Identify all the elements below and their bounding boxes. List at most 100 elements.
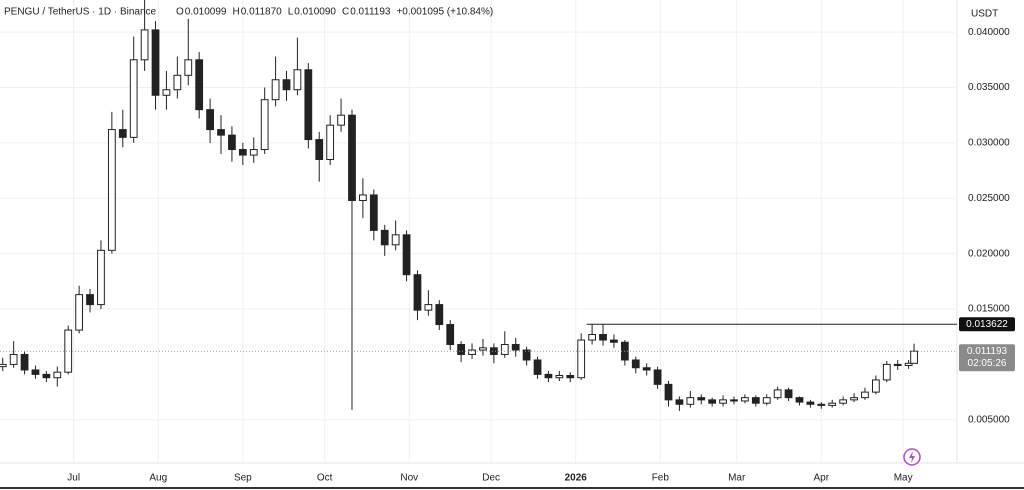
ohlc-value: 0.011870 bbox=[241, 7, 282, 18]
candle-body bbox=[173, 74, 182, 91]
candle-body bbox=[282, 79, 291, 91]
candle-body bbox=[195, 59, 204, 111]
candle-body bbox=[446, 324, 455, 345]
candle-body bbox=[468, 349, 476, 355]
ohlc-value: 0.010090 bbox=[294, 7, 336, 18]
candle-body bbox=[249, 149, 258, 156]
candle-body bbox=[424, 304, 433, 311]
y-tick-label: 0.025000 bbox=[968, 193, 1010, 204]
countdown: 02:05:26 bbox=[968, 358, 1007, 369]
candle-body bbox=[566, 374, 575, 379]
x-tick-label: Oct bbox=[317, 473, 333, 484]
candle-body bbox=[697, 397, 706, 401]
ohlc-key: L bbox=[288, 7, 294, 18]
candle-body bbox=[238, 149, 247, 156]
candle-body bbox=[391, 234, 400, 246]
candle-body bbox=[0, 363, 7, 368]
candle-body bbox=[369, 194, 378, 231]
y-tick-label: 0.035000 bbox=[968, 82, 1010, 93]
candle-body bbox=[555, 374, 564, 379]
candle-body bbox=[75, 294, 84, 331]
candle-body bbox=[910, 350, 918, 364]
x-tick-label: Feb bbox=[652, 473, 670, 484]
candle-body bbox=[479, 347, 487, 351]
candle-body bbox=[795, 397, 804, 403]
candle-body bbox=[904, 362, 913, 367]
candle-body bbox=[402, 234, 411, 276]
candle-body bbox=[9, 353, 18, 365]
candle-body bbox=[162, 89, 171, 96]
ohlc-key: C bbox=[342, 7, 349, 18]
candle-body bbox=[839, 399, 848, 404]
candle-body bbox=[751, 397, 760, 404]
candle-body bbox=[271, 79, 280, 101]
ohlc-key: O bbox=[176, 7, 184, 18]
candle-body bbox=[20, 353, 29, 371]
candle-body bbox=[773, 389, 782, 399]
y-tick-label: 0.040000 bbox=[968, 27, 1010, 38]
plot bbox=[0, 0, 957, 463]
price-label-box bbox=[959, 344, 1015, 372]
x-tick-label: Apr bbox=[814, 473, 830, 484]
ohlc-value: 0.011193 bbox=[350, 7, 391, 18]
candle-body bbox=[533, 359, 542, 375]
candle-body bbox=[304, 69, 313, 141]
x-tick-label: Aug bbox=[149, 473, 167, 484]
line-label-box bbox=[959, 317, 1015, 332]
ohlc-key: H bbox=[233, 7, 240, 18]
candle-body bbox=[544, 373, 553, 379]
candle-body bbox=[631, 359, 640, 369]
candle-body bbox=[828, 402, 837, 406]
candle-body bbox=[588, 334, 596, 341]
candle-body bbox=[348, 114, 356, 201]
candle-body bbox=[686, 397, 695, 405]
candle-body bbox=[511, 343, 520, 351]
y-tick-label: 0.030000 bbox=[968, 138, 1010, 149]
axis-unit: USDT bbox=[971, 9, 998, 20]
price-label: 0.011193 bbox=[967, 346, 1008, 357]
candle-body bbox=[107, 129, 116, 251]
candle-body bbox=[784, 389, 793, 399]
candle-body bbox=[457, 343, 466, 355]
candle-body bbox=[871, 379, 880, 393]
candle-body bbox=[380, 229, 389, 246]
candle-body bbox=[337, 114, 345, 126]
candle-body bbox=[882, 363, 891, 381]
y-tick-label: 0.020000 bbox=[968, 248, 1010, 259]
x-tick-label: Mar bbox=[728, 473, 746, 484]
candle-body bbox=[817, 403, 826, 406]
candle-body bbox=[228, 134, 236, 151]
x-tick-label: Dec bbox=[482, 473, 500, 484]
candle-body bbox=[719, 399, 727, 404]
candle-body bbox=[413, 274, 422, 311]
candle-body bbox=[31, 369, 40, 375]
flash-icon bbox=[903, 448, 921, 466]
icon-ring bbox=[903, 448, 921, 466]
candle-body bbox=[86, 294, 94, 306]
ohlc-header: O 0.010099 H 0.011870 L 0.010090 C 0.011193 +0.0… bbox=[176, 7, 493, 18]
candle-body bbox=[293, 69, 302, 91]
candle-body bbox=[435, 304, 444, 326]
candle-body bbox=[500, 343, 509, 355]
change-text: +0.001095 (+10.84%) bbox=[396, 7, 493, 18]
candle-body bbox=[741, 397, 749, 402]
chart-title: PENGU / TetherUS · 1D · Binance bbox=[4, 7, 157, 18]
candle-body bbox=[129, 59, 138, 138]
candle-body bbox=[806, 401, 815, 405]
candle-body bbox=[359, 194, 367, 201]
candle-body bbox=[730, 399, 738, 402]
y-tick-label: 0.005000 bbox=[968, 414, 1010, 425]
candle-body bbox=[522, 349, 531, 361]
x-tick-label: Jul bbox=[67, 473, 80, 484]
candle-body bbox=[315, 139, 324, 161]
candle-body bbox=[762, 397, 771, 404]
candle-body bbox=[184, 59, 193, 76]
candle-body bbox=[489, 347, 498, 355]
x-tick-label: 2026 bbox=[565, 473, 588, 484]
candle-body bbox=[599, 334, 607, 341]
y-tick-label: 0.015000 bbox=[968, 304, 1010, 315]
x-tick-label: Sep bbox=[234, 473, 252, 484]
candle-body bbox=[118, 129, 127, 138]
